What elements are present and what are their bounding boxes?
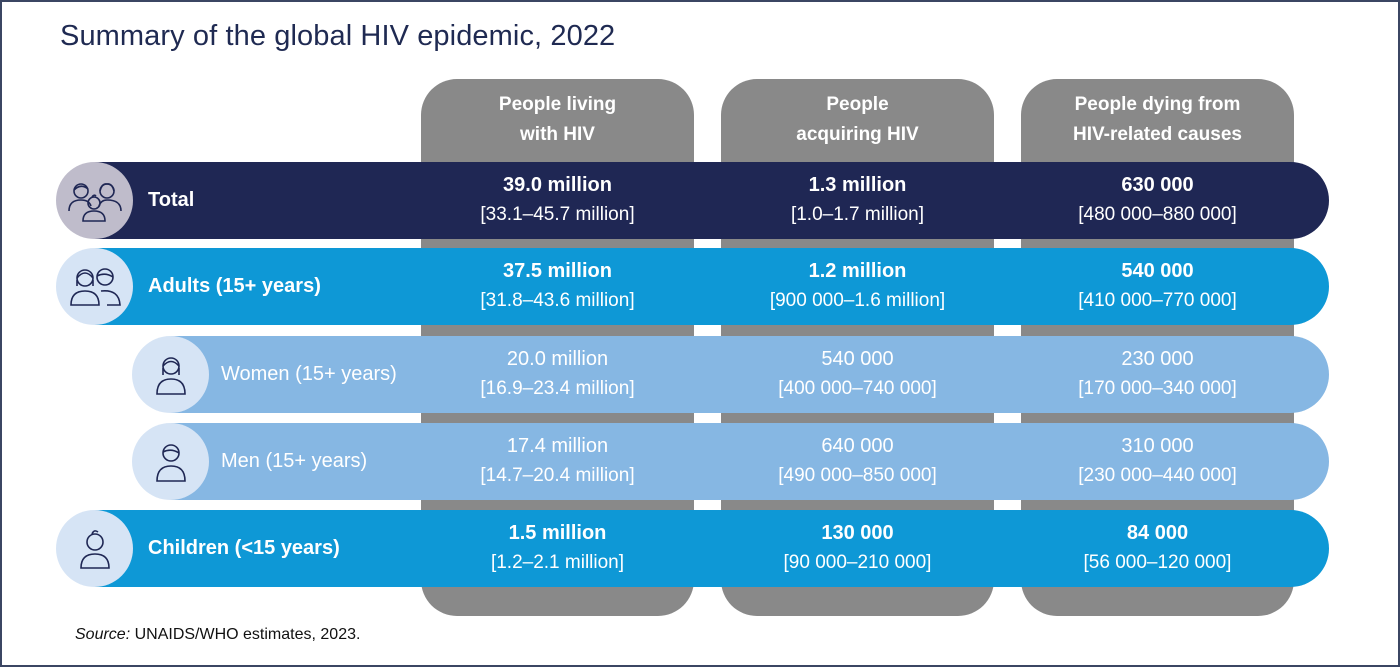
cell-value: 230 000 [1121,348,1194,370]
cell-range: [170 000–340 000] [1078,378,1237,399]
table-cell: 230 000 [170 000–340 000] [1021,344,1294,404]
table-cell: 540 000 [400 000–740 000] [721,344,994,404]
table-cell: 640 000 [490 000–850 000] [721,431,994,491]
cell-value: 310 000 [1121,435,1194,457]
column-header-line: People living [498,94,617,115]
column-header-line: HIV-related causes [1073,124,1242,145]
cell-value: 540 000 [821,348,894,370]
cell-value: 640 000 [821,435,894,457]
table-row: Men (15+ years) 17.4 million [14.7–20.4 mi… [132,423,1329,500]
cell-range: [90 000–210 000] [783,552,932,573]
cell-range: [490 000–850 000] [778,465,937,486]
cell-range: [410 000–770 000] [1078,290,1237,311]
man-icon [132,423,209,500]
cell-value: 1.3 million [808,174,907,196]
family-group-icon [56,162,133,239]
row-label: Children (<15 years) [148,537,340,559]
cell-range: [900 000–1.6 million] [769,290,946,311]
table-row: Children (<15 years) 1.5 million [1.2–2.1 … [56,510,1329,587]
cell-range: [1.2–2.1 million] [490,552,625,573]
cell-value: 84 000 [1126,522,1189,544]
source-text: UNAIDS/WHO estimates, 2023. [130,626,361,643]
figure-title: Summary of the global HIV epidemic, 2022 [60,20,616,52]
cell-value: 540 000 [1121,260,1194,282]
woman-icon [132,336,209,413]
table-row: Adults (15+ years) 37.5 million [31.8–43.6… [56,248,1329,325]
cell-value: 20.0 million [506,348,609,370]
table-cell: 1.2 million [900 000–1.6 million] [721,256,994,316]
table-cell: 20.0 million [16.9–23.4 million] [421,344,694,404]
table-cell: 1.3 million [1.0–1.7 million] [721,170,994,230]
table-cell: 84 000 [56 000–120 000] [1021,518,1294,578]
column-header-acquiring: People acquiring HIV [721,90,994,150]
column-header-line: with HIV [520,124,595,145]
source-prefix: Source: [75,626,131,643]
row-label: Women (15+ years) [221,363,397,385]
row-label: Men (15+ years) [221,450,368,472]
table-cell: 39.0 million [33.1–45.7 million] [421,170,694,230]
adults-pair-icon [56,248,133,325]
table-cell: 37.5 million [31.8–43.6 million] [421,256,694,316]
row-label: Total [148,189,195,211]
cell-range: [16.9–23.4 million] [480,378,635,399]
source-note: Source: UNAIDS/WHO estimates, 2023. [75,626,360,644]
cell-value: 130 000 [821,522,894,544]
column-header-line: People [826,94,889,115]
cell-value: 630 000 [1121,174,1194,196]
cell-range: [400 000–740 000] [778,378,937,399]
table-cell: 540 000 [410 000–770 000] [1021,256,1294,316]
cell-value: 1.5 million [508,522,607,544]
table-cell: 630 000 [480 000–880 000] [1021,170,1294,230]
cell-range: [1.0–1.7 million] [790,204,925,225]
table-row: Women (15+ years) 20.0 million [16.9–23.4 … [132,336,1329,413]
cell-range: [480 000–880 000] [1078,204,1237,225]
table-row: Total 39.0 million [33.1–45.7 million] 1.3 … [56,162,1329,239]
cell-value: 37.5 million [503,260,612,282]
column-header-line: People dying from [1074,94,1241,115]
cell-range: [31.8–43.6 million] [480,290,635,311]
cell-value: 1.2 million [808,260,907,282]
column-header-line: acquiring HIV [796,124,919,145]
child-icon [56,510,133,587]
table-cell: 310 000 [230 000–440 000] [1021,431,1294,491]
column-header-living: People living with HIV [421,90,694,150]
cell-range: [230 000–440 000] [1078,465,1237,486]
cell-range: [14.7–20.4 million] [480,465,635,486]
table-cell: 1.5 million [1.2–2.1 million] [421,518,694,578]
column-header-dying: People dying from HIV-related causes [1021,90,1294,150]
cell-value: 39.0 million [503,174,612,196]
cell-range: [56 000–120 000] [1083,552,1232,573]
table-cell: 130 000 [90 000–210 000] [721,518,994,578]
cell-range: [33.1–45.7 million] [480,204,635,225]
row-label: Adults (15+ years) [148,275,321,297]
table-cell: 17.4 million [14.7–20.4 million] [421,431,694,491]
cell-value: 17.4 million [506,435,609,457]
